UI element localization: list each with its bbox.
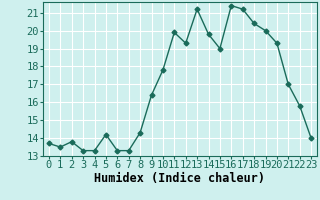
X-axis label: Humidex (Indice chaleur): Humidex (Indice chaleur) <box>94 172 266 185</box>
